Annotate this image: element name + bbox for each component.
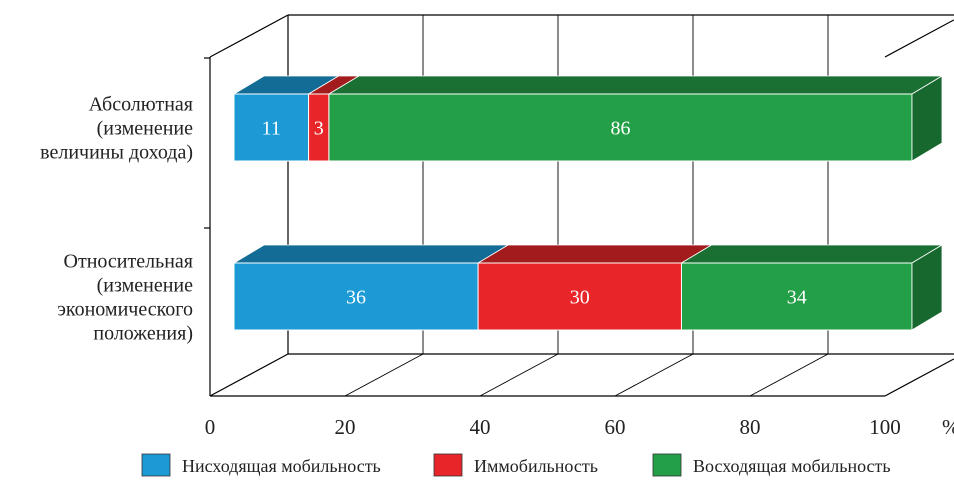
category-label: Относительная: [64, 251, 193, 273]
left-wall-bottom-edge: [209, 353, 289, 397]
legend-label: Восходящая мобильность: [693, 456, 891, 476]
category-label: экономического: [57, 299, 193, 321]
bar-top-face: [680, 244, 944, 264]
category-label: (изменение: [97, 275, 194, 297]
x-tick-label: 40: [470, 415, 491, 439]
legend-swatch: [652, 453, 682, 477]
gridline-floor: [479, 353, 559, 397]
bar-segment: [328, 93, 913, 162]
category-label: величины дохода): [40, 142, 193, 164]
top-right-depth-edge: [884, 19, 954, 58]
bar-value-label: 3: [314, 118, 324, 140]
left-wall-top-edge: [209, 14, 289, 58]
gridline-floor: [749, 353, 829, 397]
bar-side-face: [911, 244, 943, 331]
x-tick-label: 20: [335, 415, 356, 439]
bar-top-face: [232, 244, 510, 264]
legend-label: Нисходящая мобильность: [182, 456, 381, 476]
chart-frame: [204, 14, 954, 397]
x-tick-label: 60: [605, 415, 626, 439]
bar-value-label: 86: [610, 118, 630, 140]
bar-value-label: 30: [570, 287, 590, 309]
floor-right-edge: [884, 358, 954, 397]
x-tick-label: 80: [740, 415, 761, 439]
legend-label: Иммобильность: [474, 456, 598, 476]
category-label: положения): [93, 323, 193, 345]
bar-segment: [680, 262, 913, 331]
bar-segment: [233, 262, 479, 331]
bar-side-face: [911, 75, 943, 162]
bar-value-label: 36: [346, 287, 366, 309]
x-tick-label: 100: [869, 415, 901, 439]
bar-value-label: 34: [787, 287, 807, 309]
grid-lines: [344, 15, 829, 397]
bar-top-face: [476, 244, 713, 264]
bar-top-face: [327, 75, 944, 95]
legend-swatch: [433, 453, 463, 477]
bar-segment: [233, 93, 310, 162]
x-unit-label: %: [942, 415, 954, 439]
gridline-floor: [344, 353, 424, 397]
bars-group: 11 3 86 36 30 34: [232, 75, 944, 331]
gridline-floor: [614, 353, 694, 397]
category-label: (изменение: [97, 118, 194, 140]
bar-value-label: 11: [262, 118, 281, 140]
legend-swatch: [141, 453, 171, 477]
x-tick-label: 0: [205, 415, 216, 439]
x-tick-labels: 0 20 40 60 80 100%: [205, 415, 954, 439]
category-label: Абсолютная: [89, 94, 193, 116]
legend: Нисходящая мобильность Иммобильность Восхо…: [141, 453, 891, 477]
